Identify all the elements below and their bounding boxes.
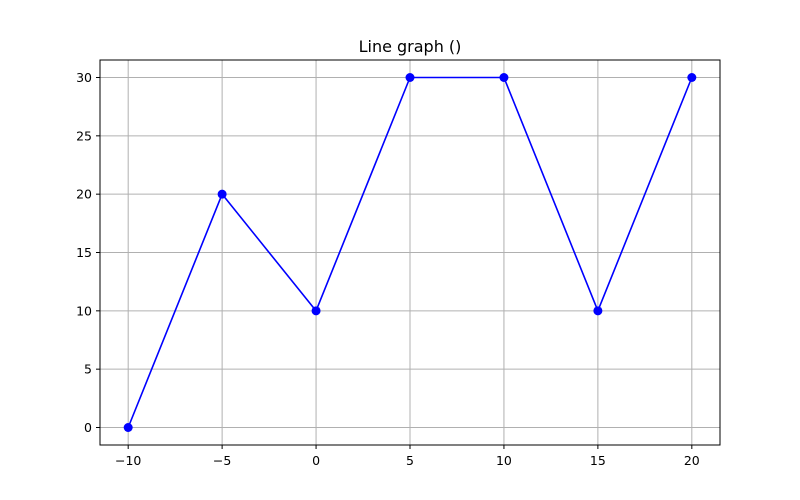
y-tick-label: 10 [76,303,92,318]
series-layer [123,73,697,432]
chart-title: Line graph () [359,37,462,56]
data-point [687,73,697,82]
x-tick-label: 10 [496,453,512,468]
x-tick-label: 20 [684,453,700,468]
x-axis-ticks: −10 −5 0 5 10 15 20 [115,445,700,468]
y-tick-label: 0 [84,420,92,435]
x-tick-label: 15 [590,453,606,468]
y-tick-label: 5 [84,362,92,377]
data-point [311,306,321,316]
y-tick-label: 20 [76,187,92,202]
x-tick-label: −5 [213,453,231,468]
x-tick-label: 5 [406,453,414,468]
data-point [593,306,603,316]
data-point [405,73,415,82]
y-axis-ticks: 0 5 10 15 20 25 30 [76,70,100,435]
data-point [499,73,509,82]
x-tick-label: −10 [115,453,141,468]
data-point [217,189,227,199]
grid [100,60,720,445]
y-tick-label: 25 [76,128,92,143]
y-tick-label: 30 [76,70,92,85]
x-tick-label: 0 [312,453,320,468]
y-tick-label: 15 [76,245,92,260]
data-point [123,423,133,432]
